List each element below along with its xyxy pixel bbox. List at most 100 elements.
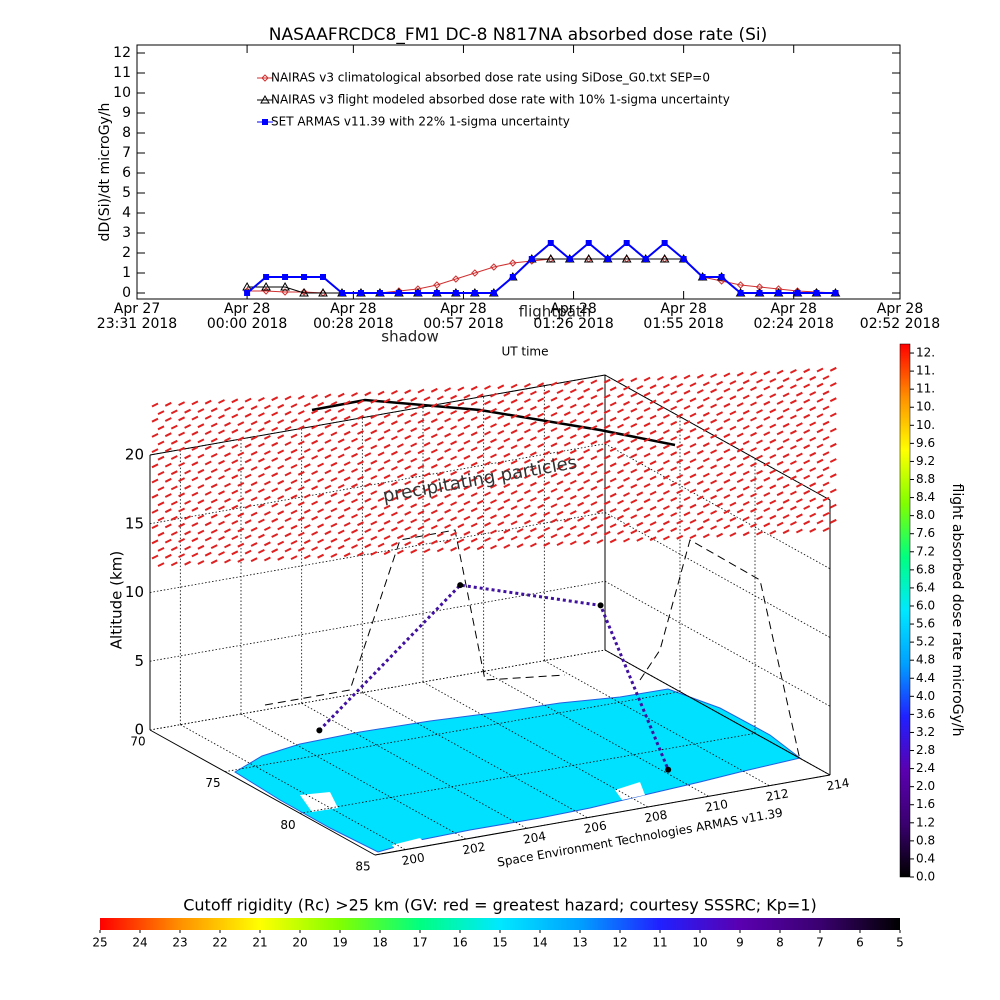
particle-mark [430,418,438,424]
particle-mark [383,398,391,404]
particle-mark [164,523,172,529]
particle-mark [470,461,478,467]
particle-mark [457,401,465,407]
particle-mark [470,385,478,391]
particle-mark [224,528,231,534]
particle-mark [237,451,245,457]
particle-mark [702,427,710,432]
point [623,240,630,246]
point [452,275,460,283]
particle-mark [649,475,657,481]
particle-mark [609,432,617,437]
particle-mark [577,471,585,477]
particle-mark [596,447,604,453]
particle-mark [470,446,478,452]
particle-mark [617,484,624,490]
particle-mark [257,488,265,493]
flight-point [316,727,323,734]
particle-mark [470,477,478,482]
particle-mark [457,386,465,392]
particle-mark [271,426,279,432]
colorbar-tick-label: 25 [92,936,107,950]
particle-mark [423,548,431,553]
particle-mark [330,507,338,513]
particle-mark [809,512,817,518]
particle-mark [643,498,651,504]
particle-mark [716,502,724,508]
particle-mark [311,485,319,491]
particle-mark [271,517,279,523]
particle-mark [450,531,458,537]
particle-mark [311,455,319,460]
particle-mark [803,398,811,404]
particle-mark [178,477,186,482]
particle-mark [357,414,364,420]
particle-mark [224,467,231,473]
particle-mark [822,390,830,396]
particle-mark [516,452,524,457]
particle-mark [244,443,252,449]
particle-mark [590,516,598,522]
particle-mark [617,454,624,459]
particle-mark [430,387,438,393]
particle-mark [303,554,311,560]
x-tick-label: 212 [765,786,790,804]
particle-mark [204,475,212,481]
particle-mark [484,385,491,390]
particle-mark [550,427,558,432]
particle-mark [457,508,465,513]
particle-mark [231,398,239,404]
particle-mark [218,505,225,511]
particle-mark [317,538,325,544]
particle-mark [390,420,398,426]
colorbar-tick-label: 7 [816,936,824,950]
particle-mark [523,489,531,495]
particle-mark [457,447,465,453]
particle-mark [750,386,757,392]
particle-mark [623,385,630,391]
particle-mark [410,427,418,433]
particle-mark [782,514,790,519]
particle-mark [696,404,704,410]
particle-mark [257,397,265,402]
particle-mark [423,411,431,417]
particle-mark [497,399,505,405]
particle-mark [357,460,364,466]
particle-mark [337,438,345,444]
particle-mark [537,397,545,403]
particle-mark [170,515,178,521]
particle-mark [736,463,744,468]
particle-mark [191,491,199,497]
particle-mark [623,400,630,406]
particle-mark [516,482,524,488]
particle-mark [577,532,585,537]
particle-mark [324,545,332,551]
particle-mark [204,399,212,405]
particle-mark [742,501,750,506]
particle-mark [317,401,325,407]
particle-mark [244,504,252,509]
particle-mark [776,476,784,481]
particle-mark [795,422,803,427]
colorbar-tick-label: 5.2 [916,635,935,649]
particle-mark [523,398,531,403]
particle-mark [516,436,524,442]
particle-mark [178,431,186,437]
particle-mark [457,523,465,529]
point [357,290,364,296]
particle-mark [529,466,537,472]
particle-mark [630,499,638,504]
particle-mark [297,394,305,400]
particle-mark [683,511,691,517]
particle-mark [662,459,670,465]
particle-mark [436,471,444,477]
particle-mark [497,475,505,481]
particle-mark [430,524,438,530]
particle-mark [670,375,678,381]
x-tick-label: Apr 27 23:31 2018 [96,301,178,332]
particle-mark [410,442,418,448]
x-tick-label: Apr 28 01:55 2018 [643,301,724,332]
y-tick-label: 85 [355,860,370,874]
particle-mark [710,449,718,454]
